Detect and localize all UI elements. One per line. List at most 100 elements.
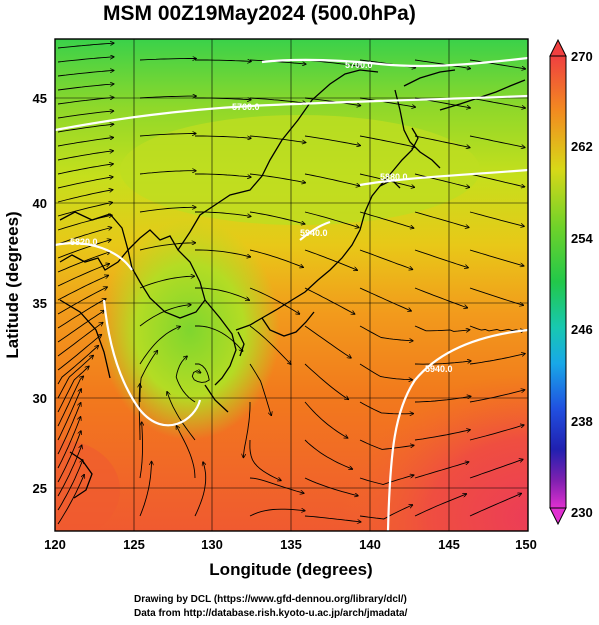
streamline (304, 249, 357, 270)
streamline (249, 363, 271, 415)
streamline (359, 475, 414, 485)
streamline (57, 417, 81, 469)
streamline (139, 207, 196, 213)
temperature-field: 5700.0 5760.0 5820.0 5880.0 5940.0 5940.… (55, 39, 528, 531)
y-tick-label: 25 (33, 481, 47, 496)
streamline (469, 425, 524, 441)
streamline (57, 366, 89, 413)
streamline (57, 403, 81, 455)
streamline (176, 426, 196, 479)
streamline (57, 311, 104, 343)
streamline (195, 98, 251, 100)
contour-label: 5940.0 (425, 364, 453, 374)
streamline (139, 276, 194, 289)
streamline (249, 509, 305, 517)
streamline (249, 97, 306, 103)
streamline (167, 392, 196, 441)
coastlines (59, 69, 526, 499)
streamline (304, 401, 348, 438)
streamline (359, 325, 413, 341)
streamline (57, 84, 114, 91)
contour-label: 5760.0 (232, 102, 260, 112)
streamline (414, 361, 471, 365)
streamline (57, 287, 107, 315)
credit-drawing: Drawing by DCL (https://www.gfd-dennou.o… (134, 594, 407, 605)
streamline (469, 287, 523, 305)
streamline (57, 275, 108, 301)
streamline (57, 138, 113, 147)
streamline (414, 287, 467, 308)
streamline (304, 135, 360, 146)
streamline (195, 325, 243, 351)
streamline (195, 287, 249, 300)
streamline (57, 70, 114, 77)
streamline (414, 325, 470, 331)
streamline (57, 228, 112, 245)
credit-data: Data from http://database.rish.kyoto-u.a… (134, 608, 408, 619)
streamline (175, 356, 196, 403)
streamline (469, 494, 521, 517)
streamline (139, 384, 140, 440)
streamline (249, 135, 306, 143)
height-contours (55, 56, 528, 531)
streamline (249, 173, 305, 183)
streamline (139, 59, 196, 61)
x-tick-label: 150 (515, 537, 537, 552)
y-axis-label: Latitude (degrees) (3, 211, 22, 358)
streamline (469, 249, 524, 266)
streamline (57, 240, 111, 259)
streamline (359, 401, 413, 414)
streamline (469, 354, 525, 365)
streamline (469, 97, 525, 108)
streamline (57, 356, 93, 399)
streamline (359, 287, 411, 311)
streamline (304, 439, 352, 469)
streamline (195, 249, 250, 257)
colorbar-tick-label: 270 (571, 49, 593, 64)
streamline (414, 135, 470, 148)
streamline (469, 211, 524, 226)
contour-label: 5880.0 (380, 172, 408, 182)
streamline (249, 439, 281, 481)
streamline (359, 363, 412, 380)
streamline (195, 173, 251, 177)
streamline (195, 60, 251, 61)
wind-streamlines (57, 43, 525, 525)
streamline (57, 346, 98, 385)
y-tick-label: 30 (33, 391, 47, 406)
streamline (469, 390, 525, 403)
y-axis: 25 30 35 40 45 (33, 91, 47, 496)
streamline (57, 124, 114, 133)
y-tick-label: 40 (33, 196, 47, 211)
streamline (304, 173, 360, 186)
y-tick-label: 45 (33, 91, 47, 106)
plot-frame (54, 38, 529, 532)
colorbar: 270 262 254 246 238 230 (549, 38, 593, 526)
streamline (195, 135, 251, 138)
streamline (469, 173, 525, 187)
streamline (139, 462, 152, 517)
streamline (249, 325, 291, 364)
streamline (139, 134, 196, 137)
streamline (57, 264, 109, 287)
colorbar-tick-label: 262 (571, 139, 593, 154)
streamline (139, 243, 195, 251)
streamline (304, 363, 348, 399)
streamline (194, 462, 206, 517)
streamline (414, 249, 468, 268)
streamline (359, 249, 413, 269)
streamline (414, 462, 469, 479)
streamline (304, 515, 361, 522)
x-tick-label: 135 (280, 537, 302, 552)
streamline (469, 59, 525, 69)
x-tick-label: 140 (359, 537, 381, 552)
streamline (469, 459, 523, 479)
colorbar-tick-label: 230 (571, 505, 593, 520)
map-title: MSM 00Z19May2024 (500.0hPa) (103, 2, 416, 25)
x-tick-label: 120 (44, 537, 66, 552)
streamline (249, 477, 304, 493)
streamline (57, 97, 114, 105)
streamline (359, 97, 415, 107)
streamline (57, 43, 114, 49)
streamline (414, 173, 469, 187)
